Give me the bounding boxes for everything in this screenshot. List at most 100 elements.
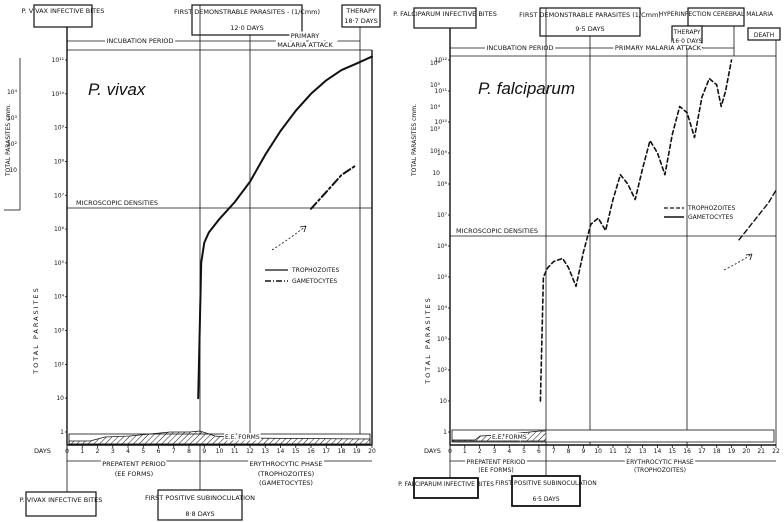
falc-xtick-label: 6 [537,448,541,455]
falc-xtick-label: 16 [683,448,691,455]
falc-y-axis-label: TOTAL PARASITES [424,296,432,385]
vivax-cmm-tick-label: 10 [9,167,17,174]
vivax-malaria-attack-label: MALARIA ATTACK [277,41,333,49]
vivax-first-demo-box [191,4,303,36]
vivax-gamet-arrow [271,225,307,251]
falc-xtick-label: 8 [567,448,571,455]
vivax-primary-label: PRIMARY [291,32,320,40]
vivax-xtick-label: 6 [157,448,161,455]
falc-ytick-label: 10⁶ [437,243,448,250]
falc-bites-box [413,7,477,29]
vivax-xtick-label: 12 [246,448,254,455]
falc-xtick-label: 13 [639,448,647,455]
vivax-y-axis-label: TOTAL PARASITES [32,286,40,375]
falc-ytick-label: 10⁵ [437,274,448,281]
falc-ytick-label: 10¹¹ [435,88,448,95]
falc-bites-bottom-box [413,477,479,499]
falc-xtick-label: 12 [624,448,632,455]
falc-gamet-arrow [723,253,753,271]
vivax-ytick-label: 10⁸ [54,158,65,165]
falc-prepatent-label: PREPATENT PERIOD [467,459,526,466]
falc-xtick-label: 20 [743,448,751,455]
vivax-xtick-label: 19 [353,448,361,455]
vivax-xtick-label: 16 [307,448,315,455]
falc-ytick-label: 10⁸ [437,181,448,188]
vivax-bites-box [33,4,93,28]
vivax-tick-labels: 1 10 10² 10³ 10⁴ 10⁵ 10⁶ 10⁷ 10⁸ 10⁹ 10¹⁰ 10¹¹ [52,57,67,436]
vivax-xtick-label: 14 [277,448,285,455]
falc-ytick-label: 10⁷ [437,212,448,219]
vivax-cmm-tick-label: 10² [7,141,18,148]
falc-xtick-label: 17 [698,448,706,455]
vivax-ytick-label: 10 [56,395,64,402]
falc-first-demo-days: 9·5 DAYS [575,25,604,33]
vivax-xtick-label: 13 [261,448,269,455]
falc-troph-paren: (TROPHOZOITES) [634,467,686,474]
falc-ee-forms-label: E.E. FORMS [492,434,527,441]
vivax-chart-title: P. vivax [88,80,146,99]
vivax-xtick-label: 1 [80,448,84,455]
falc-cmm-tick-label: 10⁶ [430,60,441,67]
falc-ytick-label: 10⁴ [437,305,448,312]
falc-x-axis-label: DAYS [424,447,441,455]
vivax-xtick-label: 4 [126,448,130,455]
vivax-microscopic-label: MICROSCOPIC DENSITIES [76,199,158,207]
falc-xtick-label: 9 [581,448,585,455]
vivax-prepatent-label: PREPATENT PERIOD [102,460,166,468]
falc-xtick-label: 22 [772,448,780,455]
falc-x-tick-labels: 0 1 2 3 4 5 6 7 8 9 10 11 12 13 14 15 16 17 18 19 20 21 22 [448,445,780,455]
falc-tick-labels: 1 10 10² 10³ 10⁴ 10⁵ 10⁶ 10⁷ 10⁸ 10⁹ 10¹⁰ 10¹¹ 10¹² [435,57,450,436]
vivax-cmm-tick-label: 10⁴ [7,89,18,96]
falc-erythrocytic-label: ERYTHROCYTIC PHASE [626,459,694,466]
falc-xtick-label: 5 [522,448,526,455]
falc-xtick-label: 18 [713,448,721,455]
vivax-ee-forms-label: E.E. FORMS [225,434,260,441]
vivax-series-gametocytes [310,163,358,210]
falc-y-cmm-label: TOTAL PARASITES cmm. [411,104,418,177]
vivax-ytick-label: 10¹⁰ [52,91,65,98]
vivax-panel: P. VIVAX INFECTIVE BITES FIRST DEMONSTRA… [4,4,381,521]
falc-ytick-label: 10¹⁰ [435,119,448,126]
falc-xtick-label: 3 [493,448,497,455]
vivax-prepatent-paren: (EE FORMS) [115,470,153,478]
falc-series-trophozoites [539,59,733,402]
vivax-cmm-tick-labels: 10 10² 10³ 10⁴ [7,89,18,174]
vivax-therapy-days: 18·7 DAYS [344,17,377,25]
vivax-ytick-label: 10¹¹ [52,57,65,64]
vivax-x-axis-label: DAYS [34,447,51,455]
vivax-legend-troph-label: TROPHOZOITES [291,267,339,274]
vivax-xtick-label: 5 [141,448,145,455]
vivax-series-rise [197,276,201,399]
falc-series-group [539,59,777,402]
falc-cmm-tick-labels: 10 10² 10³ 10⁴ 10⁵ 10⁶ [430,60,441,177]
falc-incubation-label: INCUBATION PERIOD [487,44,554,52]
falc-bites-bottom-label: P. FALCIPARUM INFECTIVE BITES [398,481,494,488]
vivax-xtick-label: 17 [322,448,330,455]
vivax-subinoc-box [157,489,243,521]
falc-ytick-label: 10² [437,367,448,374]
vivax-ee-hatch [68,430,371,445]
falc-series-gametocytes [738,189,777,241]
vivax-y-cmm-label: TOTAL PARASITES cmm. [5,104,12,177]
falc-prepatent-paren: (EE FORMS) [478,467,514,474]
vivax-gamet-arrowhead [299,225,307,233]
falc-legend-gamet-label: GAMETOCYTES [688,214,733,221]
falc-chart-title: P. falciparum [478,79,575,98]
falc-xtick-label: 1 [463,448,467,455]
vivax-xtick-label: 9 [202,448,206,455]
falc-first-demo-label: FIRST DEMONSTRABLE PARASITES (1/Cmm) [519,11,661,19]
falc-gamet-arrowhead [745,253,753,261]
vivax-xtick-label: 10 [216,448,224,455]
vivax-first-demo-label: FIRST DEMONSTRABLE PARASITES - (1/Cmm) [174,8,320,16]
vivax-gamet-paren: (GAMETOCYTES) [259,479,313,487]
vivax-xtick-label: 20 [368,448,376,455]
vivax-xtick-label: 18 [338,448,346,455]
vivax-erythrocytic-label: ERYTHROCYTIC PHASE [249,460,322,468]
falc-legend-troph-label: TROPHOZOITES [687,205,735,212]
vivax-troph-paren: (TROPHOZOITES) [258,470,314,478]
falc-ee-hatch [451,430,547,442]
vivax-series-group [197,55,373,400]
vivax-ytick-label: 10⁶ [54,226,65,233]
falc-cmm-tick-label: 10² [430,148,441,155]
